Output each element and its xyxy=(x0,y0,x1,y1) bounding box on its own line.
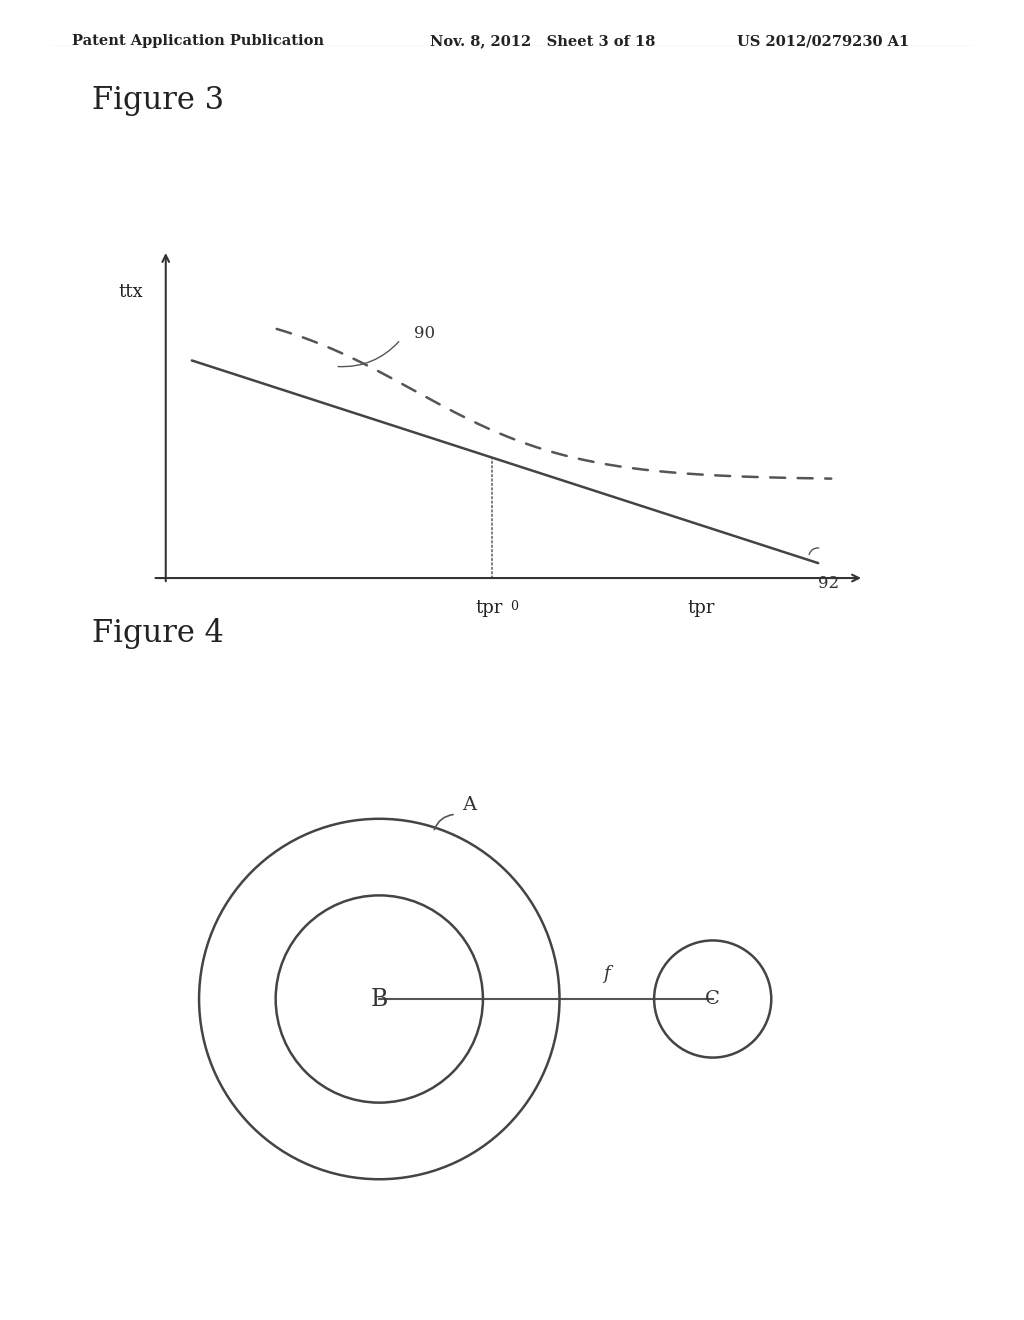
Text: Patent Application Publication: Patent Application Publication xyxy=(72,34,324,49)
Text: 92: 92 xyxy=(818,576,840,593)
Text: C: C xyxy=(706,990,720,1008)
Text: Figure 3: Figure 3 xyxy=(92,86,224,116)
Text: 90: 90 xyxy=(414,325,435,342)
Text: Nov. 8, 2012   Sheet 3 of 18: Nov. 8, 2012 Sheet 3 of 18 xyxy=(430,34,655,49)
Text: tpr: tpr xyxy=(687,599,715,616)
Text: Figure 4: Figure 4 xyxy=(92,619,224,649)
Text: f: f xyxy=(603,965,610,983)
Text: ttx: ttx xyxy=(119,282,143,301)
Text: tpr: tpr xyxy=(475,599,503,616)
Text: B: B xyxy=(371,987,388,1011)
Text: 0: 0 xyxy=(510,601,518,614)
Text: US 2012/0279230 A1: US 2012/0279230 A1 xyxy=(737,34,909,49)
Text: A: A xyxy=(463,796,476,814)
